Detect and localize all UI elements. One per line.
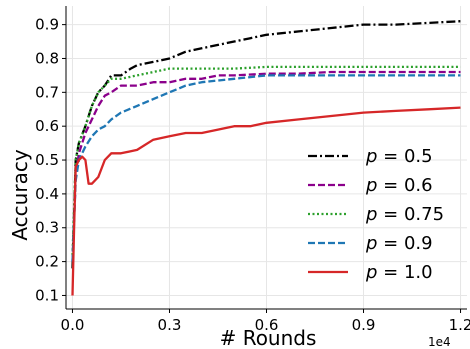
legend-label-var: p [365,204,377,225]
legend-label-var: p [365,233,377,254]
x-tick-label: 0.9 [352,316,376,334]
legend-label-var: p [365,146,377,167]
x-tick-label: 0.6 [255,316,279,334]
y-tick-label: 0.7 [35,83,59,101]
x-tick-label: 1.2 [449,316,470,334]
legend-label-3: p = 0.9 [365,233,433,254]
x-axis-title: # Rounds [220,326,317,349]
legend-label-value: = 0.75 [377,204,444,225]
legend-label-value: = 0.6 [377,175,432,196]
y-tick-label: 0.5 [35,151,59,169]
series-lines [71,20,461,296]
y-tick-label: 0.2 [35,253,59,271]
legend-label-value: = 0.5 [377,146,432,167]
y-tick-label: 0.4 [35,185,59,203]
y-tick-label: 0.9 [35,16,59,34]
y-tick-label: 0.3 [35,219,59,237]
series-line-4 [71,106,461,296]
y-tick-label: 0.8 [35,49,59,67]
x-tick-label: 0.0 [61,316,85,334]
x-axis-exponent: 1e4 [428,335,451,349]
legend-label-2: p = 0.75 [365,204,444,225]
legend-label-value: = 0.9 [377,233,432,254]
ticks: 0.0 0.3 0.6 0.9 1.2 0.1 0.2 0.3 0.4 0.5 0.6 0.7 0.8 0… [35,16,470,334]
y-tick-label: 0.1 [35,286,59,304]
x-tick-label: 0.3 [158,316,182,334]
series-line-1 [71,70,461,262]
legend-label-var: p [365,262,377,283]
legend-label-4: p = 1.0 [365,262,433,283]
legend-label-value: = 1.0 [377,262,432,283]
legend: p = 0.5p = 0.6p = 0.75p = 0.9p = 1.0 [308,146,444,283]
legend-label-var: p [365,175,377,196]
y-tick-label: 0.6 [35,117,59,135]
series-line-2 [71,65,461,255]
legend-label-0: p = 0.5 [365,146,433,167]
legend-label-1: p = 0.6 [365,175,433,196]
series-line-3 [71,74,461,262]
y-axis-title: Accuracy [8,149,32,240]
series-line-0 [71,20,461,269]
